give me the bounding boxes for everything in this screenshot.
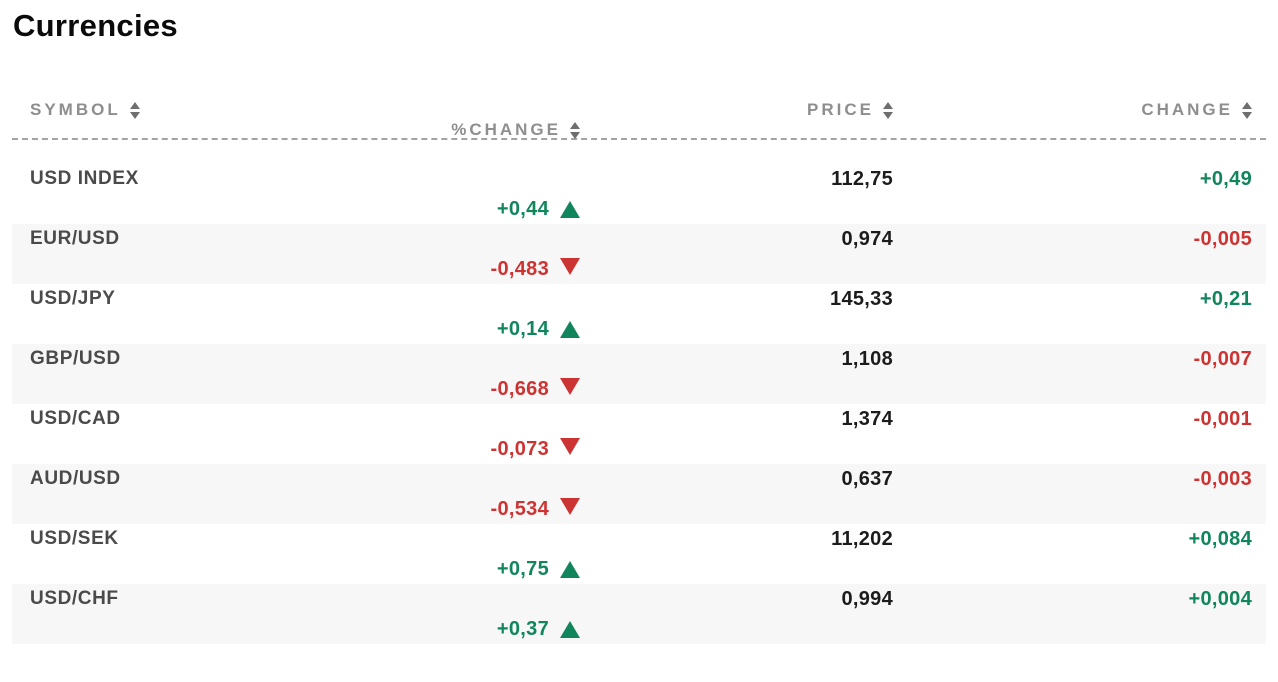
column-header-change-label: CHANGE <box>1141 100 1233 119</box>
pct-change-cell: -0,534 <box>30 497 580 521</box>
table-row-gbp-usd[interactable]: GBP/USD 1,108 -0,007 -0,668 <box>12 344 1266 404</box>
table-row-usd-index[interactable]: USD INDEX 112,75 +0,49 +0,44 <box>12 164 1266 224</box>
pct-change-value: +0,14 <box>496 317 549 340</box>
pct-change-cell: -0,483 <box>30 257 580 281</box>
table-row-usd-sek[interactable]: USD/SEK 11,202 +0,084 +0,75 <box>12 524 1266 584</box>
table-row-eur-usd[interactable]: EUR/USD 0,974 -0,005 -0,483 <box>12 224 1266 284</box>
page-title: Currencies <box>13 8 178 43</box>
pct-change-value: +0,37 <box>496 617 549 640</box>
pct-change-cell: -0,668 <box>30 377 580 401</box>
pct-change-value: +0,75 <box>496 557 549 580</box>
pct-change-cell: +0,75 <box>30 558 580 581</box>
trend-up-icon <box>560 620 580 638</box>
pct-change-value: -0,073 <box>490 437 549 460</box>
change-cell: +0,084 <box>1188 527 1252 550</box>
table-row-aud-usd[interactable]: AUD/USD 0,637 -0,003 -0,534 <box>12 464 1266 524</box>
change-cell: +0,21 <box>1199 287 1252 310</box>
symbol-cell: USD INDEX <box>30 168 139 189</box>
symbol-cell: USD/CHF <box>30 588 119 609</box>
change-cell: -0,005 <box>1193 227 1252 250</box>
pct-change-cell: -0,073 <box>30 437 580 461</box>
pct-change-value: +0,44 <box>496 197 549 220</box>
pct-change-value: -0,668 <box>490 377 549 400</box>
column-header-symbol[interactable]: SYMBOL <box>30 100 580 120</box>
change-cell: +0,49 <box>1199 167 1252 190</box>
symbol-cell: USD/JPY <box>30 288 116 309</box>
price-cell: 145,33 <box>830 287 893 310</box>
trend-down-icon <box>560 497 580 515</box>
table-body: USD INDEX 112,75 +0,49 +0,44 EUR/USD 0,9… <box>12 164 1266 644</box>
pct-change-value: -0,483 <box>490 257 549 280</box>
price-cell: 0,637 <box>841 467 893 490</box>
price-cell: 11,202 <box>831 527 893 550</box>
currency-table: SYMBOL PRICE CHANGE %CHANGE USD INDEX 11… <box>12 100 1266 644</box>
price-cell: 112,75 <box>831 167 893 190</box>
change-cell: -0,007 <box>1193 347 1252 370</box>
table-row-usd-jpy[interactable]: USD/JPY 145,33 +0,21 +0,14 <box>12 284 1266 344</box>
trend-up-icon <box>560 560 580 578</box>
symbol-cell: GBP/USD <box>30 348 121 369</box>
trend-down-icon <box>560 257 580 275</box>
trend-up-icon <box>560 200 580 218</box>
change-cell: +0,004 <box>1188 587 1252 610</box>
column-header-price-label: PRICE <box>807 100 874 119</box>
column-header-change[interactable]: CHANGE <box>893 100 1252 120</box>
pct-change-value: -0,534 <box>490 497 549 520</box>
trend-down-icon <box>560 377 580 395</box>
symbol-cell: USD/SEK <box>30 528 119 549</box>
price-cell: 0,974 <box>841 227 893 250</box>
symbol-cell: USD/CAD <box>30 408 121 429</box>
price-cell: 1,374 <box>841 407 893 430</box>
sort-arrows-icon <box>1242 101 1252 119</box>
symbol-cell: EUR/USD <box>30 228 120 249</box>
trend-up-icon <box>560 320 580 338</box>
table-row-usd-cad[interactable]: USD/CAD 1,374 -0,001 -0,073 <box>12 404 1266 464</box>
pct-change-cell: +0,44 <box>30 198 580 221</box>
price-cell: 1,108 <box>841 347 893 370</box>
table-header-row: SYMBOL PRICE CHANGE %CHANGE <box>12 100 1266 140</box>
price-cell: 0,994 <box>841 587 893 610</box>
pct-change-cell: +0,37 <box>30 618 580 641</box>
trend-down-icon <box>560 437 580 455</box>
sort-arrows-icon <box>570 121 580 139</box>
column-header-price[interactable]: PRICE <box>580 100 893 120</box>
column-header-symbol-label: SYMBOL <box>30 100 121 119</box>
sort-arrows-icon <box>129 101 140 119</box>
symbol-cell: AUD/USD <box>30 468 121 489</box>
table-row-usd-chf[interactable]: USD/CHF 0,994 +0,004 +0,37 <box>12 584 1266 644</box>
column-header-pct-change-label: %CHANGE <box>451 120 561 139</box>
sort-arrows-icon <box>883 101 893 119</box>
change-cell: -0,001 <box>1193 407 1252 430</box>
change-cell: -0,003 <box>1193 467 1252 490</box>
pct-change-cell: +0,14 <box>30 318 580 341</box>
column-header-pct-change[interactable]: %CHANGE <box>30 120 580 140</box>
